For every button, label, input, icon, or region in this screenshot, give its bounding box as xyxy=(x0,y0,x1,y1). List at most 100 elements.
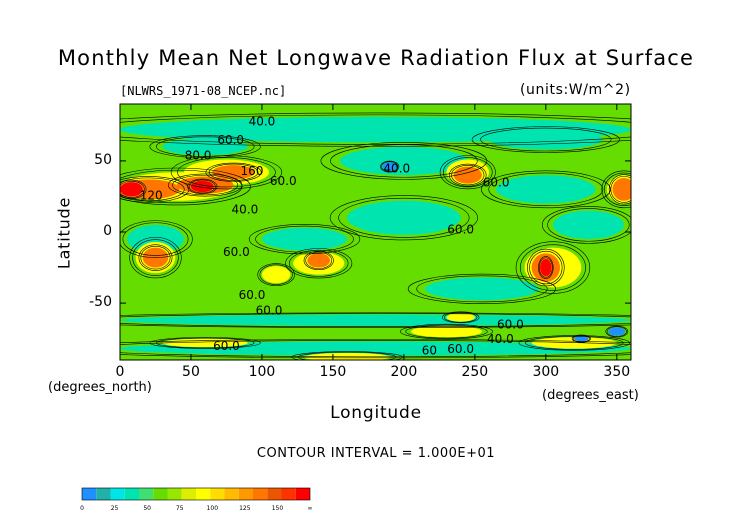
contour-line xyxy=(449,163,487,187)
field-region xyxy=(347,200,461,235)
field-region xyxy=(531,337,617,349)
contour-label: 40.0 xyxy=(487,332,514,346)
contour-lines xyxy=(120,112,631,360)
contour-line xyxy=(149,337,261,349)
contour-line xyxy=(305,251,333,269)
contour-line xyxy=(519,244,586,291)
field-region xyxy=(540,259,552,277)
y-axis-label: Latitude xyxy=(54,196,74,270)
colorbar-swatch xyxy=(153,488,168,500)
contour-line xyxy=(120,180,145,198)
contour-line xyxy=(541,206,631,244)
contour-line xyxy=(120,114,631,145)
y-tick-label: 0 xyxy=(103,223,112,239)
x-unit-label: (degrees_east) xyxy=(542,388,639,403)
y-tick-label: 50 xyxy=(94,151,112,168)
colorbar-swatch xyxy=(139,488,154,500)
colorbar-swatch xyxy=(167,488,182,500)
contour-line xyxy=(132,239,179,276)
contour-line xyxy=(538,256,554,279)
contour-line xyxy=(329,195,478,241)
colorbar-swatch xyxy=(253,488,268,500)
field-region xyxy=(212,165,255,180)
file-label: [NLWRS_1971-08_NCEP.nc] xyxy=(120,84,287,98)
contour-line xyxy=(170,155,283,190)
contour-line xyxy=(604,172,631,206)
contour-interval-note: CONTOUR INTERVAL = 1.000E+01 xyxy=(256,446,496,461)
contour-label: 60.0 xyxy=(256,303,283,317)
contour-line xyxy=(138,244,173,271)
colorbar-tick-label: 150 xyxy=(271,505,284,512)
contour-label: 60.0 xyxy=(223,245,250,259)
field-region xyxy=(496,175,596,204)
colorbar-swatch xyxy=(238,488,253,500)
contour-line xyxy=(527,248,565,287)
contour-line xyxy=(248,224,361,255)
colorbar-swatch xyxy=(267,488,282,500)
contour-line xyxy=(442,157,493,188)
contour-line xyxy=(291,351,403,360)
x-tick-label: 250 xyxy=(461,364,489,380)
contour-line xyxy=(539,257,553,278)
contour-line xyxy=(330,144,478,178)
contour-label: 60.0 xyxy=(213,339,240,353)
units-label: (units:W/m^2) xyxy=(520,82,631,98)
chart-title: Monthly Mean Net Longwave Radiation Flux… xyxy=(57,46,695,70)
contour-line xyxy=(120,313,631,328)
field-region xyxy=(307,253,331,268)
contour-label: 160 xyxy=(241,164,264,178)
contour-line xyxy=(400,323,493,340)
colorbar-frame xyxy=(81,487,311,501)
contour-label: 60 xyxy=(422,343,437,357)
colorbar-swatch xyxy=(196,488,211,500)
colorbar-swatch xyxy=(110,488,125,500)
contour-line xyxy=(187,178,218,195)
contour-line xyxy=(608,174,631,205)
contour-line xyxy=(444,312,478,323)
contour-line xyxy=(518,335,630,351)
contour-line xyxy=(320,142,488,180)
colorbar-swatch xyxy=(224,488,239,500)
contour-line xyxy=(167,173,243,197)
contour-line xyxy=(188,179,216,194)
field-region xyxy=(261,266,291,284)
contour-line xyxy=(571,334,591,343)
contour-line xyxy=(129,236,182,279)
contour-line xyxy=(120,339,631,359)
x-tick-label: 150 xyxy=(319,364,347,380)
colorbar-swatch xyxy=(96,488,111,500)
x-tick-label: 0 xyxy=(115,364,125,380)
flux-field xyxy=(120,104,631,360)
contour-line xyxy=(120,167,251,206)
contour-line xyxy=(208,163,259,181)
contour-line xyxy=(439,155,496,190)
contour-line xyxy=(547,208,630,242)
x-tick-label: 50 xyxy=(182,364,200,380)
colorbar-tick-label: 75 xyxy=(175,505,184,512)
contour-line xyxy=(480,127,612,152)
contour-line xyxy=(140,245,171,270)
contour-label: 60.0 xyxy=(447,342,474,356)
colorbar-tick-label: 50 xyxy=(143,505,151,512)
contour-line xyxy=(451,164,485,186)
contour-line xyxy=(471,126,620,153)
contour-line xyxy=(205,162,262,182)
contour-line xyxy=(172,174,239,196)
colorbar-swatch xyxy=(210,488,225,500)
colorbar-tick-label: 25 xyxy=(110,505,119,512)
field-region xyxy=(190,180,214,193)
contour-line xyxy=(601,170,631,209)
field-region xyxy=(340,146,468,176)
field-region xyxy=(552,210,624,240)
x-tick-label: 350 xyxy=(603,364,631,380)
x-axis-label: Longitude xyxy=(330,403,422,423)
x-tick-label: 100 xyxy=(248,364,276,380)
contour-line xyxy=(177,157,276,188)
field-region xyxy=(120,341,631,356)
field-region xyxy=(120,182,143,197)
colorbar-swatch xyxy=(295,488,310,500)
contour-line xyxy=(120,312,631,328)
colorbar-swatch xyxy=(181,488,196,500)
field-region xyxy=(489,129,603,150)
